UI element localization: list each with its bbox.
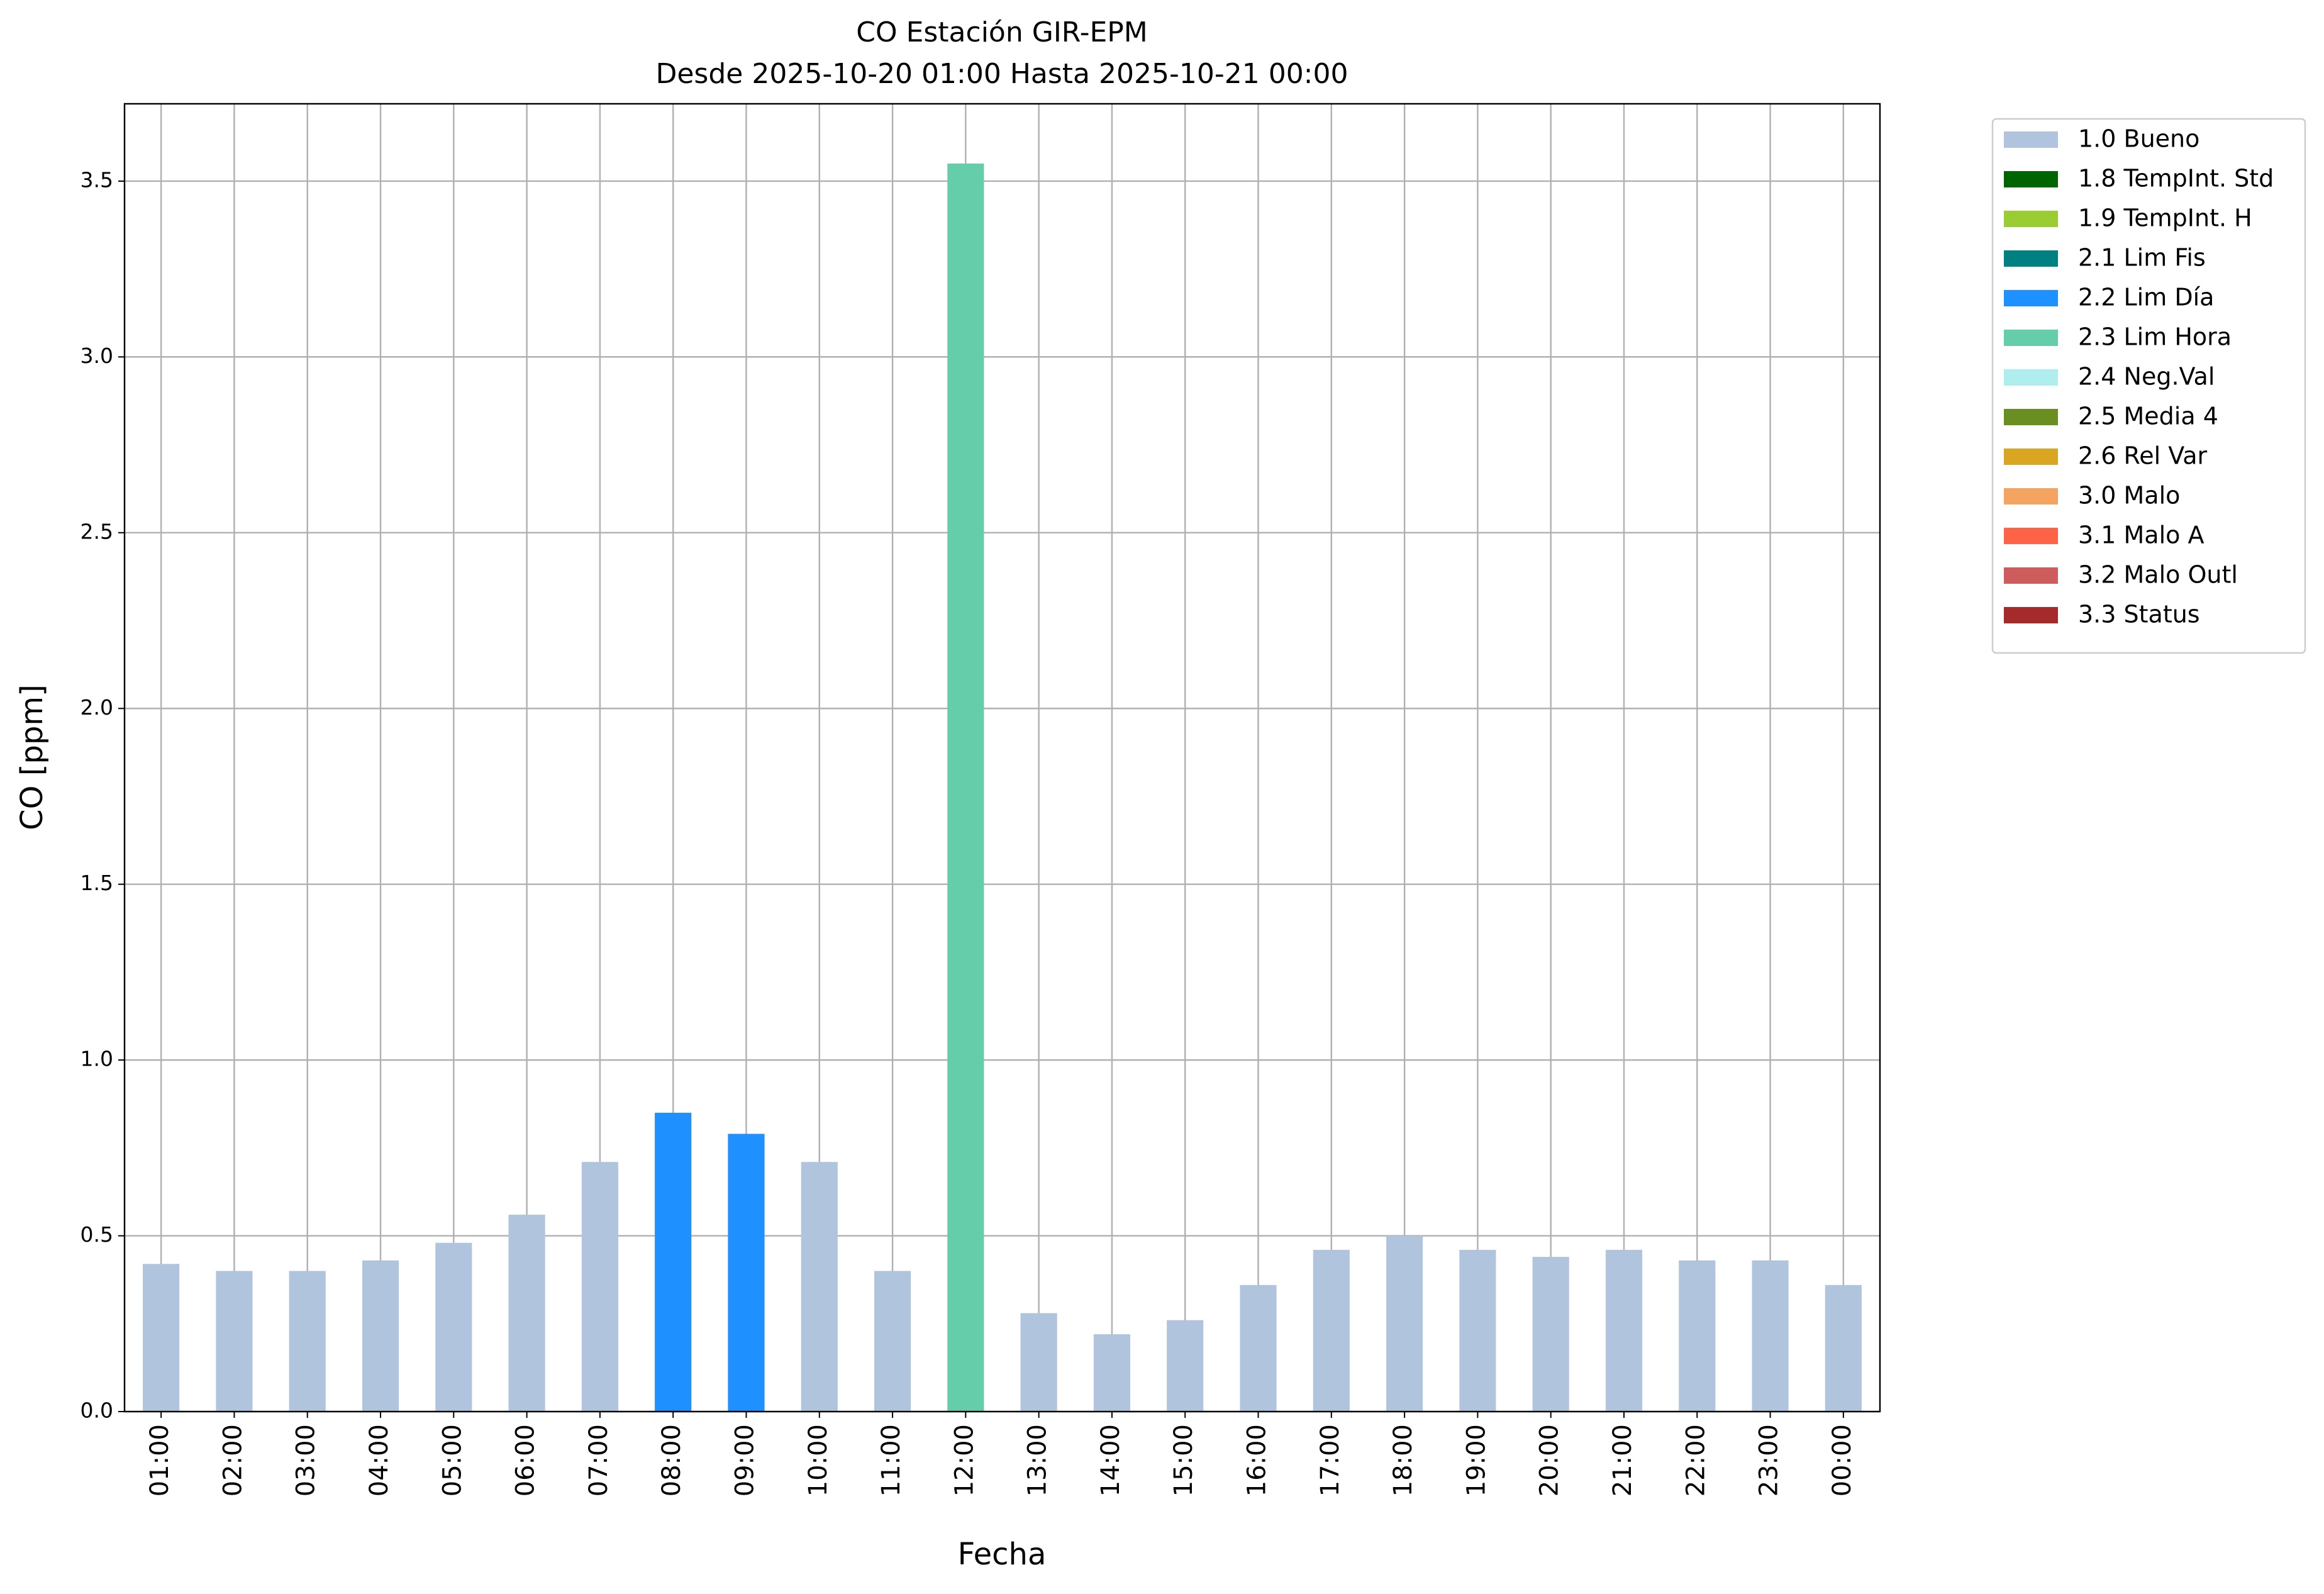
y-tick-label: 2.0	[81, 695, 113, 720]
x-tick-label: 18:00	[1389, 1424, 1418, 1496]
bar	[1752, 1260, 1789, 1412]
legend-label: 2.4 Neg.Val	[2078, 363, 2215, 391]
bar	[216, 1271, 253, 1412]
legend-label: 2.2 Lim Día	[2078, 284, 2214, 311]
y-tick-label: 0.0	[81, 1398, 113, 1423]
legend-swatch	[2004, 607, 2058, 623]
legend-swatch	[2004, 369, 2058, 386]
y-axis-label: CO [ppm]	[14, 684, 50, 830]
x-tick-label: 21:00	[1608, 1424, 1637, 1496]
legend-label: 1.0 Bueno	[2078, 125, 2199, 153]
bar	[1020, 1313, 1057, 1412]
legend-swatch	[2004, 409, 2058, 425]
legend-label: 2.1 Lim Fis	[2078, 244, 2206, 272]
x-tick-label: 12:00	[950, 1424, 979, 1496]
x-tick-label: 23:00	[1755, 1424, 1784, 1496]
x-tick-label: 13:00	[1023, 1424, 1052, 1496]
bar	[143, 1264, 180, 1412]
bar	[362, 1260, 399, 1412]
legend-label: 3.0 Malo	[2078, 482, 2180, 510]
bar	[801, 1162, 838, 1412]
legend-swatch	[2004, 528, 2058, 544]
bar	[1313, 1249, 1350, 1412]
bar	[581, 1162, 618, 1412]
chart-title: CO Estación GIR-EPM	[856, 16, 1148, 48]
x-tick-label: 17:00	[1316, 1424, 1345, 1496]
bar	[655, 1112, 692, 1412]
bar	[1532, 1257, 1569, 1412]
bar	[289, 1271, 326, 1412]
legend-swatch	[2004, 250, 2058, 267]
bar	[728, 1134, 765, 1412]
legend-swatch	[2004, 567, 2058, 584]
x-tick-label: 15:00	[1169, 1424, 1198, 1496]
legend-swatch	[2004, 449, 2058, 465]
x-tick-label: 11:00	[877, 1424, 906, 1496]
x-tick-label: 14:00	[1096, 1424, 1125, 1496]
y-tick-label: 1.0	[81, 1047, 113, 1071]
legend-swatch	[2004, 171, 2058, 187]
bar	[1240, 1285, 1277, 1412]
x-tick-label: 05:00	[438, 1424, 467, 1496]
x-tick-label: 03:00	[292, 1424, 321, 1496]
bar	[1093, 1334, 1131, 1412]
x-tick-label: 09:00	[730, 1424, 759, 1496]
x-tick-label: 02:00	[218, 1424, 247, 1496]
bar	[1825, 1285, 1862, 1412]
bar	[947, 164, 984, 1412]
legend-label: 2.6 Rel Var	[2078, 442, 2208, 470]
bar	[1386, 1235, 1423, 1412]
bar	[508, 1215, 545, 1412]
x-tick-label: 16:00	[1243, 1424, 1272, 1496]
legend-swatch	[2004, 488, 2058, 504]
y-tick-label: 3.5	[81, 167, 113, 192]
x-tick-label: 06:00	[511, 1424, 540, 1496]
bar	[1679, 1260, 1716, 1412]
x-tick-label: 04:00	[365, 1424, 394, 1496]
y-tick-label: 3.0	[81, 343, 113, 368]
legend-swatch	[2004, 290, 2058, 306]
chart-subtitle: Desde 2025-10-20 01:00 Hasta 2025-10-21 …	[655, 58, 1348, 90]
x-axis-label: Fecha	[958, 1537, 1047, 1572]
x-tick-label: 00:00	[1828, 1424, 1857, 1496]
legend-label: 3.1 Malo A	[2078, 521, 2204, 549]
x-tick-label: 20:00	[1535, 1424, 1564, 1496]
x-tick-label: 10:00	[804, 1424, 833, 1496]
legend-swatch	[2004, 211, 2058, 227]
x-tick-label: 01:00	[145, 1424, 174, 1496]
bar	[1167, 1320, 1204, 1412]
x-tick-label: 08:00	[657, 1424, 686, 1496]
bar	[874, 1271, 911, 1412]
legend-label: 2.3 Lim Hora	[2078, 323, 2232, 351]
legend-swatch	[2004, 131, 2058, 148]
legend-label: 3.2 Malo Outl	[2078, 561, 2238, 589]
x-tick-label: 19:00	[1462, 1424, 1491, 1496]
legend-box	[1991, 118, 2306, 654]
y-tick-label: 1.5	[81, 871, 113, 895]
plot-frame	[123, 103, 1881, 1413]
y-tick-label: 0.5	[81, 1222, 113, 1247]
x-tick-label: 07:00	[584, 1424, 613, 1496]
legend-label: 2.5 Media 4	[2078, 403, 2218, 430]
legend-swatch	[2004, 330, 2058, 346]
bar	[1605, 1249, 1643, 1412]
legend-label: 1.8 TempInt. Std	[2078, 165, 2274, 192]
legend-label: 3.3 Status	[2078, 601, 2200, 628]
bar	[435, 1242, 472, 1412]
x-tick-label: 22:00	[1681, 1424, 1710, 1496]
legend-label: 1.9 TempInt. H	[2078, 204, 2252, 232]
y-tick-label: 2.5	[81, 519, 113, 543]
bar	[1459, 1249, 1496, 1412]
